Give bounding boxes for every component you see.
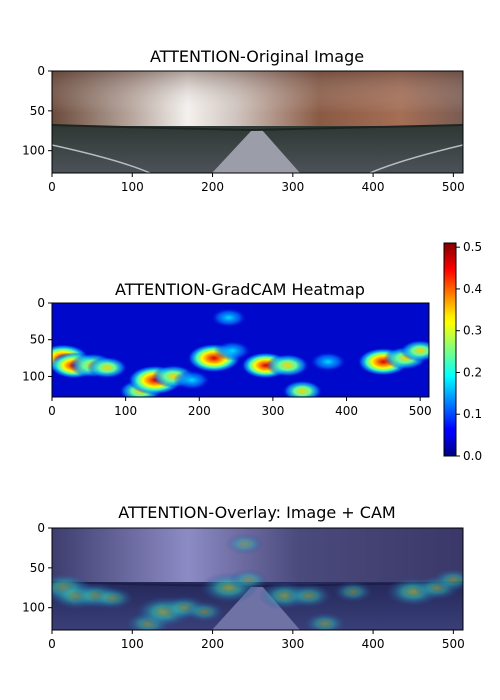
colorbar-ticks: 0.0 0.1 0.2 0.3 0.4 0.5 [456,240,482,463]
heatmap-hotspot [266,353,310,378]
y-tick-label: 50 [30,561,45,575]
x-tick-label: 100 [121,180,144,194]
colorbar-tick-label: 0.2 [463,365,482,379]
y-tick-label: 100 [22,369,45,383]
panel2-frame [51,302,430,398]
x-tick-label: 500 [442,637,465,651]
panel3-frame [51,527,464,631]
original-image [52,71,463,173]
overlay-hotspot [225,533,265,555]
colorbar-tick-label: 0.5 [463,240,482,254]
x-tick-label: 0 [48,637,56,651]
overlay-hotspot [303,612,347,630]
x-tick-label: 500 [409,404,432,418]
heatmap-hotspot [309,351,347,372]
x-tick-label: 400 [335,404,358,418]
y-tick-label: 100 [22,601,45,615]
colorbar [443,242,457,457]
y-tick-label: 50 [30,104,45,118]
panel2-axes: 0 100 200 300 400 500 0 50 100 [22,296,432,418]
x-tick-label: 500 [442,180,465,194]
heatmap-hotspot [282,380,323,397]
colorbar-tick-label: 0.0 [463,449,482,463]
overlay-hotspot [431,568,463,592]
panel1-frame [51,70,464,174]
overlay-hotspot [332,580,374,603]
heatmap-hotspot [173,370,211,391]
x-tick-label: 200 [201,637,224,651]
x-tick-label: 200 [188,404,211,418]
overlay-hotspot [228,568,269,591]
colorbar-tick-label: 0.4 [463,282,482,296]
y-tick-label: 0 [37,296,45,310]
overlay-hotspot [90,586,134,610]
x-tick-label: 300 [281,637,304,651]
panel3-title: ATTENTION-Overlay: Image + CAM [118,503,395,522]
panel2-title: ATTENTION-GradCAM Heatmap [115,280,365,299]
x-tick-label: 100 [121,637,144,651]
x-tick-label: 0 [48,180,56,194]
x-tick-label: 0 [48,404,56,418]
x-tick-label: 300 [281,180,304,194]
y-tick-label: 0 [37,521,45,535]
x-tick-label: 400 [362,637,385,651]
overlay-hotspot [184,600,225,623]
overlay-image [52,528,463,630]
x-tick-label: 400 [362,180,385,194]
overlay-hotspot [285,583,333,609]
colorbar-tick-label: 0.3 [463,324,482,338]
heatmap-hotspot [400,339,429,362]
y-tick-label: 0 [37,64,45,78]
heatmap-hotspot [213,340,252,361]
panel1-title: ATTENTION-Original Image [150,47,364,66]
y-tick-label: 100 [22,144,45,158]
y-tick-label: 50 [30,333,45,347]
heatmap-hotspot [87,356,128,379]
panel1-axes: 0 100 200 300 400 500 0 50 100 [22,64,465,194]
colorbar-tick-label: 0.1 [463,407,482,421]
heatmap-image [52,303,429,397]
x-tick-label: 100 [114,404,137,418]
heatmap-hotspot [210,307,247,328]
x-tick-label: 300 [261,404,284,418]
panel3-axes: 0 100 200 300 400 500 0 50 100 [22,521,465,651]
x-tick-label: 200 [201,180,224,194]
